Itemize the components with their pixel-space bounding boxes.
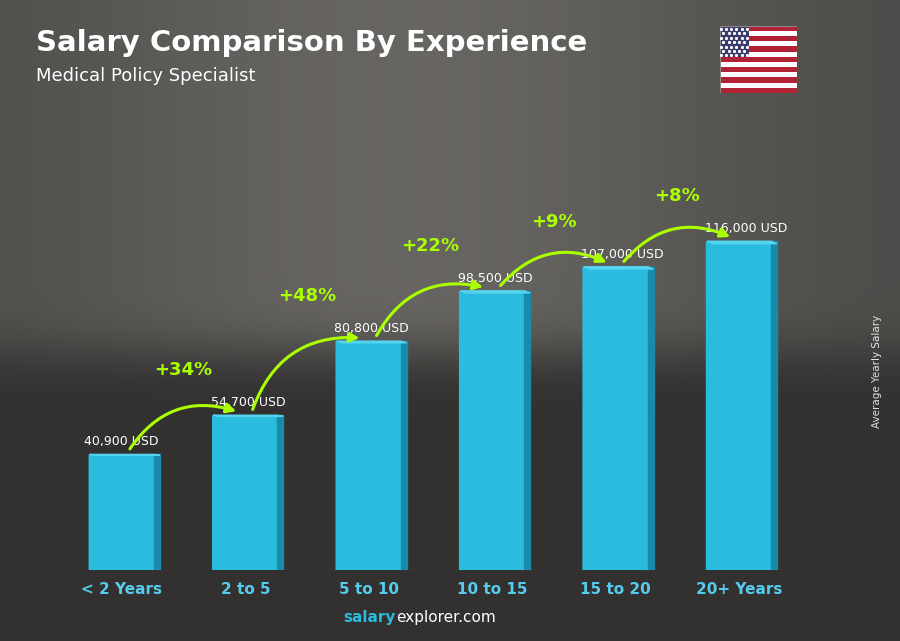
Text: Salary Comparison By Experience: Salary Comparison By Experience bbox=[36, 29, 587, 57]
Polygon shape bbox=[400, 341, 407, 570]
Bar bbox=[720, 46, 796, 51]
Polygon shape bbox=[771, 241, 777, 570]
Text: +34%: +34% bbox=[155, 362, 212, 379]
Bar bbox=[720, 31, 796, 36]
Polygon shape bbox=[213, 415, 284, 417]
Text: 40,900 USD: 40,900 USD bbox=[84, 435, 158, 449]
Text: +48%: +48% bbox=[278, 287, 337, 305]
FancyBboxPatch shape bbox=[88, 454, 155, 570]
FancyBboxPatch shape bbox=[582, 267, 649, 570]
Bar bbox=[720, 26, 749, 56]
Text: explorer.com: explorer.com bbox=[396, 610, 496, 625]
FancyBboxPatch shape bbox=[212, 415, 279, 570]
Text: 116,000 USD: 116,000 USD bbox=[705, 222, 787, 235]
Text: 98,500 USD: 98,500 USD bbox=[458, 272, 532, 285]
Text: Average Yearly Salary: Average Yearly Salary bbox=[872, 315, 883, 428]
Text: +8%: +8% bbox=[654, 187, 700, 205]
Text: Medical Policy Specialist: Medical Policy Specialist bbox=[36, 67, 256, 85]
Bar bbox=[720, 88, 796, 93]
Bar bbox=[720, 67, 796, 72]
Polygon shape bbox=[460, 291, 530, 293]
FancyBboxPatch shape bbox=[459, 291, 526, 570]
Bar bbox=[720, 56, 796, 62]
Bar bbox=[720, 26, 796, 31]
Polygon shape bbox=[277, 415, 284, 570]
Bar bbox=[720, 78, 796, 83]
Bar bbox=[720, 36, 796, 41]
Polygon shape bbox=[583, 267, 653, 269]
Text: +9%: +9% bbox=[531, 213, 577, 231]
Bar bbox=[720, 83, 796, 88]
Polygon shape bbox=[707, 241, 777, 244]
Polygon shape bbox=[90, 454, 160, 455]
FancyBboxPatch shape bbox=[706, 241, 772, 570]
Polygon shape bbox=[337, 341, 407, 343]
Bar bbox=[720, 41, 796, 46]
Text: +22%: +22% bbox=[401, 237, 460, 255]
Text: salary: salary bbox=[344, 610, 396, 625]
Text: 107,000 USD: 107,000 USD bbox=[581, 248, 664, 261]
Bar bbox=[720, 51, 796, 56]
Polygon shape bbox=[648, 267, 653, 570]
Polygon shape bbox=[154, 454, 160, 570]
Text: 54,700 USD: 54,700 USD bbox=[211, 396, 285, 409]
Bar bbox=[720, 62, 796, 67]
Bar bbox=[720, 72, 796, 78]
Text: 80,800 USD: 80,800 USD bbox=[334, 322, 409, 335]
Polygon shape bbox=[525, 291, 530, 570]
FancyBboxPatch shape bbox=[336, 341, 402, 570]
